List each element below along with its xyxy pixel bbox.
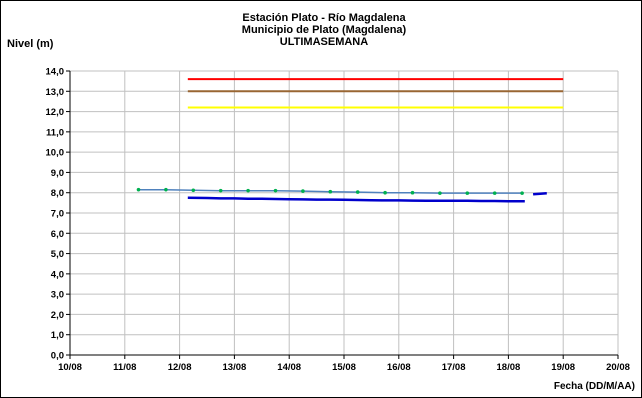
y-tick-label: 7,0 [51, 209, 64, 220]
x-axis-label: Fecha (DD/M/AA) [554, 381, 635, 392]
series-point-upper [438, 191, 442, 195]
chart-title-line-1: Estación Plato - Río Magdalena [242, 12, 406, 24]
y-axis-label: Nivel (m) [7, 38, 54, 50]
series-point-upper [410, 190, 415, 195]
y-tick-label: 10,0 [46, 148, 65, 159]
series-point-upper [164, 187, 168, 192]
series-point-upper [273, 188, 278, 193]
x-tick-label: 20/08 [606, 362, 630, 373]
series-point-upper [520, 191, 524, 195]
x-tick-label: 19/08 [551, 362, 575, 373]
x-tick-label: 12/08 [168, 362, 192, 373]
y-tick-label: 14,0 [46, 67, 65, 78]
y-tick-label: 12,0 [46, 107, 65, 118]
y-tick-label: 1,0 [51, 330, 64, 341]
x-tick-label: 11/08 [113, 362, 136, 373]
series-point-upper [218, 188, 223, 193]
x-tick-label: 10/08 [58, 362, 82, 373]
grid-layer [70, 70, 619, 355]
series-point-upper [492, 191, 497, 195]
axes-layer: 0,0 1,0 2,0 3,0 4,0 5,0 6,0 7,0 8,0 9,0 10,0 11,0 12… [46, 67, 630, 374]
series-point-upper [465, 191, 470, 195]
y-tick-label: 13,0 [46, 87, 65, 98]
chart-title-line-2: Municipio de Plato (Magdalena) [242, 24, 407, 36]
y-tick-label: 2,0 [51, 310, 64, 321]
series-point-upper [136, 187, 141, 192]
series-point-upper [191, 188, 196, 193]
y-tick-label: 8,0 [51, 188, 64, 199]
y-tick-label: 3,0 [51, 290, 64, 301]
y-tick-label: 11,0 [46, 127, 64, 138]
series-line-lower [187, 196, 525, 203]
reference-lines-layer [187, 78, 564, 109]
y-tick-label: 4,0 [51, 269, 64, 280]
x-tick-label: 13/08 [223, 362, 247, 373]
series-point-upper [301, 189, 305, 193]
x-tick-label: 16/08 [387, 362, 411, 373]
x-tick-label: 14/08 [277, 362, 301, 373]
series-point-upper [355, 190, 360, 194]
series-line-lower-tail [533, 192, 547, 196]
x-tick-label: 15/08 [332, 362, 356, 373]
chart-title-line-3: ULTIMASEMANA [280, 36, 368, 48]
y-tick-label: 6,0 [51, 229, 64, 240]
series-layer [136, 187, 547, 203]
x-tick-label: 17/08 [442, 362, 466, 373]
y-tick-label: 9,0 [51, 168, 64, 179]
series-point-upper [383, 190, 387, 195]
x-tick-label: 18/08 [497, 362, 521, 373]
series-point-upper [246, 188, 250, 193]
y-tick-label: 5,0 [51, 249, 64, 260]
y-tick-label: 0,0 [51, 351, 64, 362]
series-point-upper [328, 189, 333, 194]
